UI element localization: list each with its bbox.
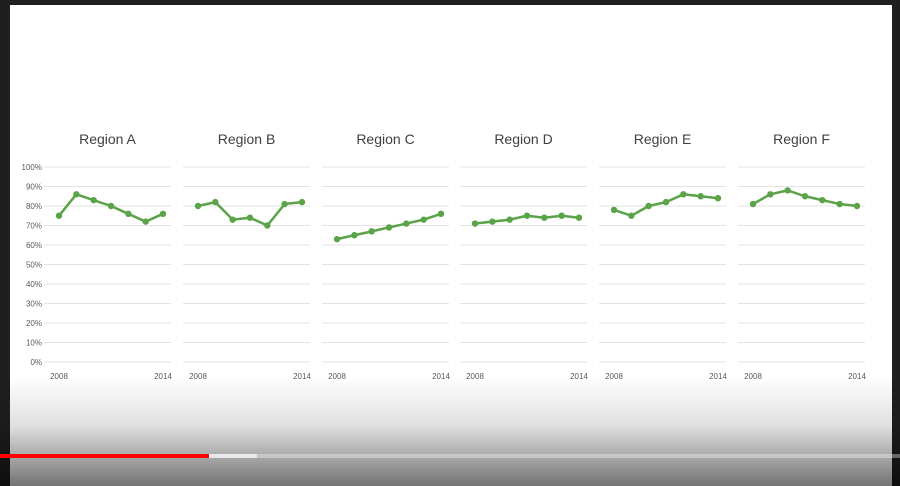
data-point xyxy=(853,202,861,210)
data-point xyxy=(351,232,358,239)
data-point xyxy=(558,212,565,219)
data-point xyxy=(749,200,757,208)
panel-title: Region D xyxy=(494,131,552,147)
data-point xyxy=(264,222,271,229)
panel-title: Region C xyxy=(356,131,414,147)
data-point xyxy=(575,214,583,221)
video-progress-bar[interactable] xyxy=(0,454,900,458)
data-point xyxy=(489,218,496,225)
data-point xyxy=(767,191,774,198)
data-point xyxy=(229,216,236,223)
data-point xyxy=(784,187,791,194)
progress-played xyxy=(0,454,209,458)
y-tick-label: 20% xyxy=(26,319,42,328)
window-top-border xyxy=(0,0,900,5)
player-controls-gradient xyxy=(0,376,900,486)
data-point xyxy=(368,228,375,235)
data-point xyxy=(680,191,687,198)
y-tick-label: 40% xyxy=(26,280,42,289)
data-point xyxy=(142,218,149,225)
y-tick-label: 90% xyxy=(26,183,42,192)
panel-title: Region B xyxy=(218,131,276,147)
data-point xyxy=(819,196,826,204)
y-tick-label: 70% xyxy=(26,222,42,231)
data-point xyxy=(403,220,410,227)
data-point xyxy=(125,210,132,217)
y-tick-label: 80% xyxy=(26,202,42,211)
data-point xyxy=(697,193,704,200)
y-tick-label: 100% xyxy=(22,163,42,172)
y-tick-label: 10% xyxy=(26,339,42,348)
data-point xyxy=(541,214,548,221)
data-point xyxy=(836,200,843,208)
data-point xyxy=(107,202,115,210)
y-tick-label: 60% xyxy=(26,241,42,250)
data-point xyxy=(212,198,219,206)
data-point xyxy=(55,212,63,219)
panel-title: Region A xyxy=(79,131,136,147)
data-point xyxy=(645,202,652,210)
data-point xyxy=(523,212,531,219)
data-point xyxy=(628,212,635,219)
panel-title: Region F xyxy=(773,131,830,147)
data-point xyxy=(420,216,427,223)
data-point xyxy=(246,214,254,221)
data-point xyxy=(506,216,513,223)
data-point xyxy=(298,198,306,206)
window-left-border xyxy=(0,0,10,486)
data-point xyxy=(281,200,288,208)
data-point xyxy=(385,224,393,231)
y-tick-label: 50% xyxy=(26,261,42,270)
data-point xyxy=(73,191,80,198)
data-point xyxy=(437,210,445,217)
data-point xyxy=(662,198,670,206)
panel-title: Region E xyxy=(634,131,692,147)
data-point xyxy=(90,196,97,204)
data-point xyxy=(714,195,722,202)
data-point xyxy=(159,210,167,217)
window-right-border xyxy=(892,0,900,486)
y-tick-label: 0% xyxy=(30,358,42,367)
data-point xyxy=(801,193,809,200)
data-point xyxy=(333,235,341,243)
data-point xyxy=(194,202,202,210)
player-controls-area[interactable] xyxy=(0,460,900,486)
y-tick-label: 30% xyxy=(26,300,42,309)
data-point xyxy=(471,220,479,227)
data-point xyxy=(610,206,618,214)
